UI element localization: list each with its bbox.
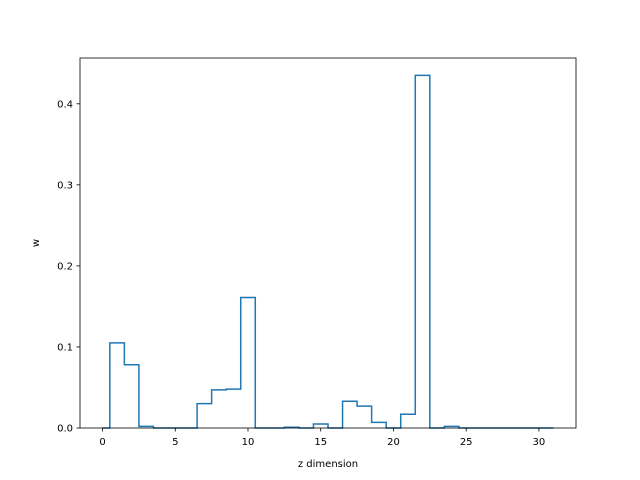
y-tick-label: 0.1 (57, 342, 73, 353)
x-tick-label: 0 (99, 437, 105, 448)
x-axis: 0 5 10 15 20 25 30 (99, 428, 545, 448)
y-tick-label: 0.4 (57, 99, 73, 110)
x-tick-label: 30 (533, 437, 546, 448)
x-tick-label: 15 (314, 437, 327, 448)
y-tick-label: 0.3 (57, 180, 73, 191)
x-tick-label: 10 (242, 437, 255, 448)
axes-frame (79, 57, 577, 429)
y-tick-label: 0.0 (57, 424, 73, 435)
x-tick-label: 5 (172, 437, 178, 448)
x-tick-label: 25 (460, 437, 473, 448)
x-axis-label: z dimension (298, 459, 358, 470)
x-tick-label: 20 (387, 437, 400, 448)
y-axis: 0.0 0.1 0.2 0.3 0.4 (57, 99, 80, 435)
y-tick-label: 0.2 (57, 261, 73, 272)
y-axis-label: w (31, 239, 42, 247)
